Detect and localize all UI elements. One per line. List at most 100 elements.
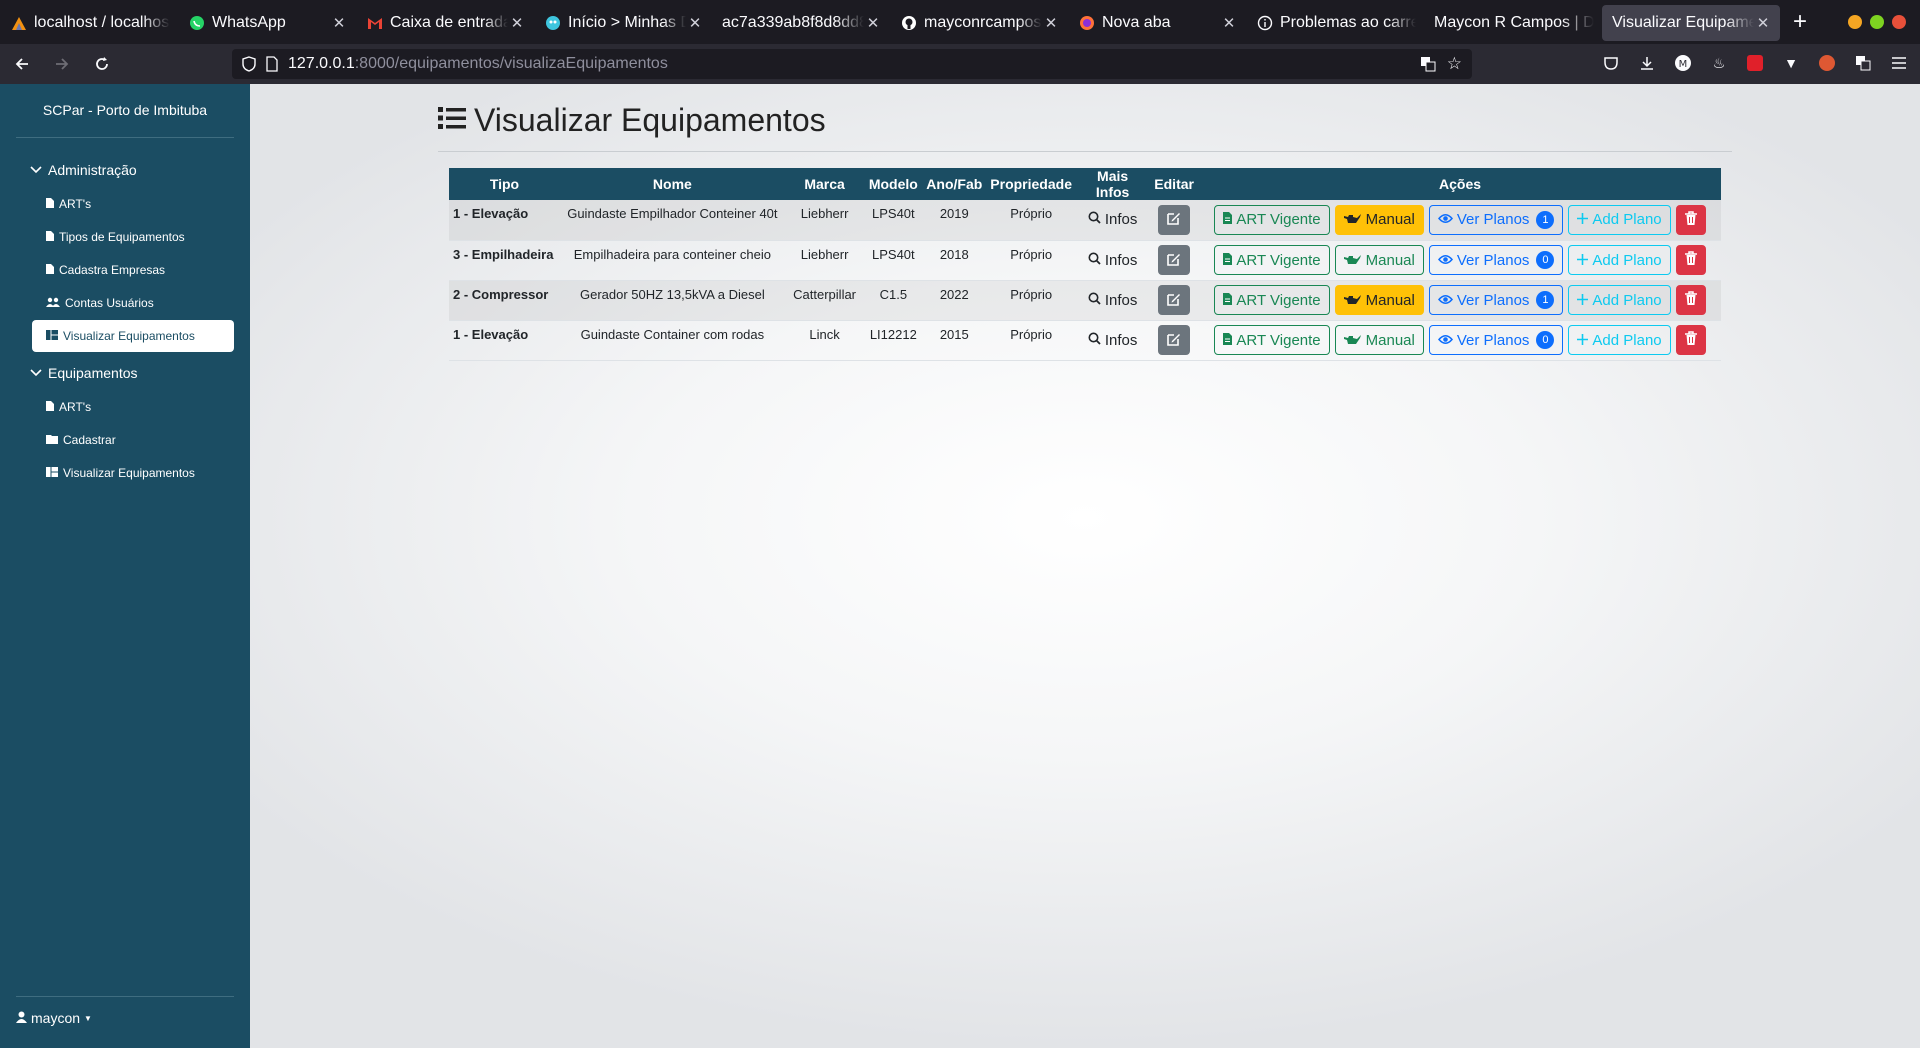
ver-planos-button[interactable]: Ver Planos 1	[1428, 204, 1564, 235]
plus-icon	[1577, 332, 1589, 349]
browser-tab[interactable]: Maycon R Campos | D	[1424, 5, 1602, 41]
extension-m-icon[interactable]: M	[1672, 52, 1694, 74]
browser-tab[interactable]: Problemas ao carregar	[1246, 5, 1424, 41]
menu-icon[interactable]	[1888, 52, 1910, 74]
tab-title: Início > Minhas Disciplinas	[568, 14, 686, 31]
minimize-button[interactable]	[1848, 15, 1862, 29]
bookmark-star-icon[interactable]: ☆	[1446, 54, 1462, 73]
close-icon[interactable]: ✕	[1222, 15, 1236, 32]
edit-button[interactable]	[1158, 325, 1191, 355]
cell-acoes: ART Vigente Manual Ver Planos 0 Add Plan…	[1199, 320, 1721, 360]
add-plano-button[interactable]: Add Plano	[1568, 325, 1671, 355]
infos-link[interactable]: Infos	[1088, 332, 1137, 349]
maximize-button[interactable]	[1870, 15, 1884, 29]
action-buttons: ART Vigente Manual Ver Planos 1 Add Plan…	[1203, 285, 1717, 315]
section-label: Administração	[48, 162, 137, 178]
art-vigente-button[interactable]: ART Vigente	[1214, 204, 1330, 235]
sidebar-item-cadastrar[interactable]: Cadastrar	[32, 424, 234, 456]
forward-button[interactable]	[44, 48, 80, 80]
shield-icon[interactable]	[242, 56, 256, 72]
art-vigente-button[interactable]: ART Vigente	[1214, 325, 1330, 355]
browser-tab[interactable]: WhatsApp ✕	[178, 5, 356, 41]
ver-planos-button[interactable]: Ver Planos 1	[1428, 285, 1564, 315]
sidebar-item-label: Contas Usuários	[65, 296, 154, 310]
browser-tab[interactable]: Início > Minhas Disciplinas ✕	[534, 5, 712, 41]
browser-tab[interactable]: localhost / localhost	[0, 5, 178, 41]
close-icon[interactable]: ✕	[1044, 15, 1058, 32]
table-header-row: Tipo Nome Marca Modelo Ano/Fab Proprieda…	[449, 168, 1721, 200]
column-header: Mais Infos	[1095, 168, 1130, 200]
back-button[interactable]	[4, 48, 40, 80]
eye-icon	[1437, 252, 1453, 269]
sidebar-section-administracao[interactable]: Administração	[30, 162, 137, 178]
close-icon[interactable]: ✕	[866, 15, 880, 32]
sidebar-item-visualizar-equipamentos[interactable]: Visualizar Equipamentos	[32, 320, 234, 352]
sidebar-item-contas-usuarios[interactable]: Contas Usuários	[32, 287, 234, 319]
delete-button[interactable]	[1675, 325, 1706, 355]
browser-tab[interactable]: ac7a339ab8f8d8dd8 ✕	[712, 5, 890, 41]
close-icon[interactable]: ✕	[510, 15, 524, 32]
close-icon[interactable]: ✕	[688, 15, 702, 32]
extension-translate-icon[interactable]	[1852, 52, 1874, 74]
page-icon	[266, 56, 278, 72]
download-icon[interactable]	[1636, 52, 1658, 74]
edit-button[interactable]	[1158, 204, 1191, 235]
sidebar-item-arts[interactable]: ART's	[32, 188, 234, 220]
edit-button[interactable]	[1158, 285, 1191, 315]
pocket-icon[interactable]	[1600, 52, 1622, 74]
manual-button[interactable]: Manual	[1334, 245, 1424, 275]
add-plano-button[interactable]: Add Plano	[1568, 245, 1671, 275]
add-plano-button[interactable]: Add Plano	[1568, 204, 1671, 235]
extension-v-icon[interactable]: ▼	[1784, 55, 1798, 71]
add-plano-button[interactable]: Add Plano	[1568, 285, 1671, 315]
manual-button[interactable]: Manual	[1334, 204, 1424, 235]
ver-planos-label: Ver Planos	[1456, 251, 1530, 269]
edit-button[interactable]	[1158, 245, 1191, 275]
extension-duck-icon[interactable]	[1816, 52, 1838, 74]
art-vigente-button[interactable]: ART Vigente	[1214, 285, 1330, 315]
close-icon[interactable]: ✕	[1756, 15, 1770, 32]
close-icon[interactable]: ✕	[332, 15, 346, 32]
infos-link[interactable]: Infos	[1088, 211, 1137, 228]
sidebar-item-arts[interactable]: ART's	[32, 391, 234, 423]
cell-marca: Catterpillar	[793, 286, 857, 302]
extension-flame-icon[interactable]: ♨	[1712, 54, 1726, 71]
extension-red-icon[interactable]	[1744, 52, 1766, 74]
browser-tab-active[interactable]: Visualizar Equipamentos ✕	[1602, 5, 1780, 41]
eye-icon	[1437, 211, 1453, 228]
user-menu[interactable]: maycon ▼	[16, 1010, 92, 1026]
cell-nome: Guindaste Container com rodas	[580, 326, 765, 342]
delete-button[interactable]	[1675, 245, 1706, 275]
cell-tipo: 1 - Elevação	[453, 206, 529, 221]
ver-planos-button[interactable]: Ver Planos 0	[1428, 325, 1564, 355]
reload-button[interactable]	[84, 48, 120, 80]
tab-title: Maycon R Campos | D	[1434, 14, 1594, 31]
trash-icon	[1684, 251, 1697, 269]
browser-tab[interactable]: Nova aba ✕	[1068, 5, 1246, 41]
ver-planos-button[interactable]: Ver Planos 0	[1428, 245, 1564, 275]
sidebar-item-tipos-equipamentos[interactable]: Tipos de Equipamentos	[32, 221, 234, 253]
new-tab-button[interactable]: +	[1792, 8, 1807, 35]
sidebar-section-equipamentos[interactable]: Equipamentos	[30, 365, 138, 381]
cell-editar	[1149, 280, 1199, 320]
brand[interactable]: SCPar - Porto de Imbituba	[42, 102, 208, 118]
infos-link[interactable]: Infos	[1088, 252, 1137, 269]
manual-button[interactable]: Manual	[1334, 325, 1424, 355]
main-content: Visualizar Equipamentos Tipo Nome Marca …	[250, 84, 1920, 1048]
manual-button[interactable]: Manual	[1334, 285, 1424, 315]
browser-tab[interactable]: mayconrcampos/ ✕	[890, 5, 1068, 41]
infos-link[interactable]: Infos	[1088, 292, 1137, 309]
url-bar[interactable]: 127.0.0.1:8000/equipamentos/visualizaEqu…	[232, 49, 1472, 79]
art-vigente-button[interactable]: ART Vigente	[1214, 245, 1330, 275]
art-vigente-label: ART Vigente	[1236, 211, 1321, 229]
cell-modelo: C1.5	[879, 286, 908, 302]
sidebar-item-cadastra-empresas[interactable]: Cadastra Empresas	[32, 254, 234, 286]
trash-icon	[1684, 331, 1697, 349]
browser-tab[interactable]: Caixa de entrada ✕	[356, 5, 534, 41]
sidebar-item-visualizar-equipamentos[interactable]: Visualizar Equipamentos	[32, 457, 234, 489]
delete-button[interactable]	[1675, 285, 1706, 315]
delete-button[interactable]	[1675, 204, 1706, 235]
translate-icon[interactable]	[1420, 56, 1436, 72]
cell-acoes: ART Vigente Manual Ver Planos 0 Add Plan…	[1199, 240, 1721, 280]
close-window-button[interactable]	[1892, 15, 1906, 29]
